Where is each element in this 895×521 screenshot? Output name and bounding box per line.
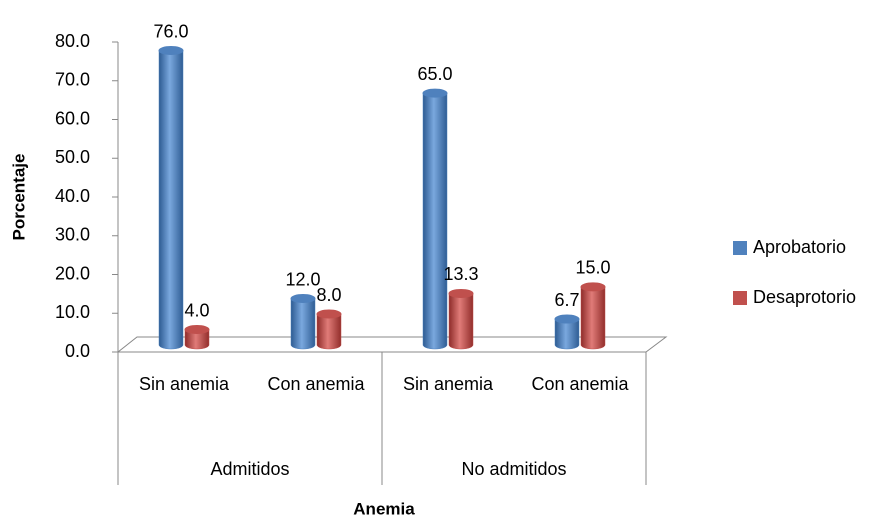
bar [554,318,580,350]
legend-swatch [733,291,747,305]
y-tick-label: 0.0 [65,341,90,361]
x-tick-label: Con anemia [267,374,365,394]
legend-label: Aprobatorio [753,237,846,257]
y-tick-label: 70.0 [55,70,90,90]
value-label: 65.0 [417,64,452,84]
bar [580,286,606,350]
legend-swatch [733,241,747,255]
legend-label: Desaprotorio [753,287,856,307]
group-label: Admitidos [210,459,289,479]
value-label: 13.3 [443,264,478,284]
x-tick-label: Sin anemia [139,374,230,394]
bar-top [448,288,474,298]
y-tick-label: 10.0 [55,302,90,322]
bar-top [184,325,210,334]
value-label: 4.0 [184,300,209,320]
bar-top [580,282,606,292]
y-axis-title: Porcentaje [9,154,28,241]
y-tick-label: 20.0 [55,263,90,283]
value-label: 12.0 [285,269,320,289]
x-axis-title: Anemia [353,499,415,518]
value-label: 15.0 [575,258,610,278]
bar-top [422,88,448,98]
bar [290,298,316,350]
floor [116,336,668,353]
value-label: 6.7 [554,290,579,310]
value-label: 76.0 [153,21,188,41]
y-tick-label: 50.0 [55,147,90,167]
bar [448,293,474,350]
bar-top [158,46,184,55]
y-tick-label: 60.0 [55,108,90,128]
bar-top [554,314,580,324]
bar [316,313,342,350]
bar [158,50,184,350]
y-tick-label: 30.0 [55,225,90,245]
bar-top [316,309,342,319]
bar [422,92,448,350]
y-tick-label: 40.0 [55,186,90,206]
y-tick-label: 80.0 [55,31,90,51]
group-label: No admitidos [461,459,566,479]
value-label: 8.0 [316,285,341,305]
x-tick-label: Con anemia [531,374,629,394]
x-tick-label: Sin anemia [403,374,494,394]
bar [184,329,210,350]
bar-top [290,294,316,303]
